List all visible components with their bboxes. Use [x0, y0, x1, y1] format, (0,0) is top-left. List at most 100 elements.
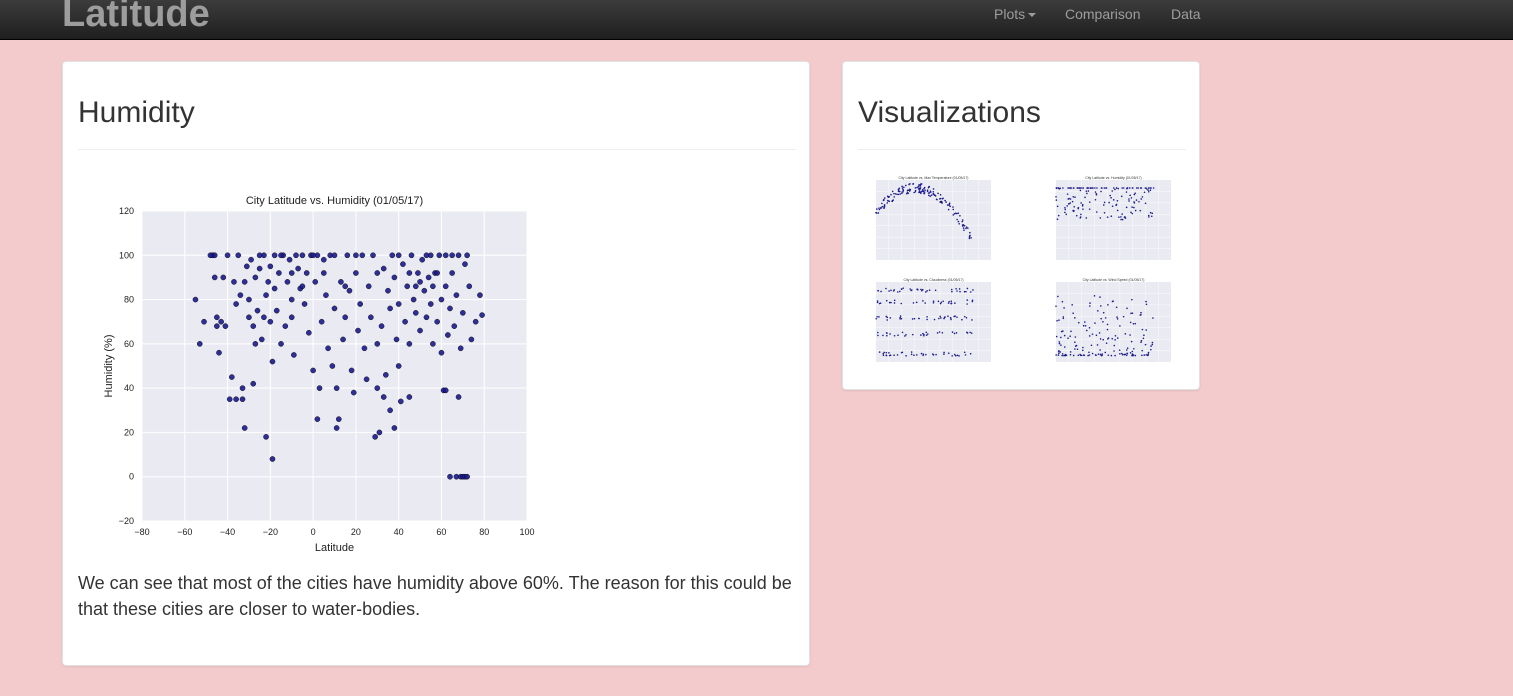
- comparison-link[interactable]: Comparison: [1065, 6, 1141, 22]
- thumbnail-point: [1060, 336, 1062, 339]
- thumbnail-point: [877, 212, 880, 214]
- thumbnail-point: [918, 188, 920, 191]
- scatter-point: [299, 252, 306, 259]
- thumbnail-point: [891, 200, 894, 202]
- thumbnail-point: [885, 354, 888, 357]
- humidity-description: We can see that most of the cities have …: [78, 573, 792, 619]
- scatter-point: [233, 301, 239, 307]
- thumbnail-point: [1102, 320, 1104, 323]
- thumbnail-point: [1133, 206, 1135, 209]
- thumbnail-point: [1074, 341, 1076, 344]
- thumbnail-point: [1119, 353, 1121, 355]
- scatter-point: [415, 270, 421, 276]
- scatter-point: [325, 345, 331, 352]
- thumbnail-point: [1079, 189, 1082, 192]
- thumbnail-point: [1145, 187, 1147, 189]
- thumbnail-point: [896, 193, 898, 196]
- scatter-point: [271, 285, 278, 292]
- thumbnail-point: [932, 190, 935, 193]
- thumbnail-point: [876, 331, 879, 334]
- title-divider: [78, 149, 796, 150]
- x-tick-label: 0: [311, 527, 316, 537]
- thumbnail-point: [878, 351, 881, 353]
- thumbnail-point: [916, 186, 918, 189]
- thumbnail-point: [1130, 312, 1132, 315]
- scatter-point: [447, 473, 453, 480]
- thumbnail-point: [1093, 295, 1096, 297]
- thumbnail-cloudiness[interactable]: City Latitude vs. Cloudiness (01/05/17): [875, 278, 991, 362]
- thumbnail-point: [1113, 344, 1116, 347]
- thumbnail-point: [938, 331, 941, 333]
- thumbnail-point: [969, 234, 971, 237]
- scatter-point: [357, 301, 363, 307]
- scatter-point: [398, 398, 404, 405]
- thumbnail-point: [917, 185, 920, 188]
- thumbnail-point: [888, 301, 891, 304]
- thumbnail-point: [1096, 187, 1098, 189]
- thumbnail-point: [1062, 316, 1065, 318]
- data-link[interactable]: Data: [1171, 6, 1201, 22]
- thumbnail-point: [951, 355, 954, 357]
- thumbnail-point: [889, 317, 892, 319]
- scatter-point: [267, 263, 274, 270]
- scatter-point: [393, 336, 400, 343]
- thumbnail-point: [1116, 316, 1118, 318]
- scatter-point: [464, 252, 470, 259]
- thumbnail-point: [1055, 354, 1057, 356]
- thumbnail-point: [1066, 193, 1069, 195]
- thumbnail-point: [1055, 335, 1058, 338]
- thumbnail-point: [937, 300, 940, 303]
- brand-logo[interactable]: Latitude: [62, 0, 210, 35]
- thumbnail-point: [1059, 351, 1061, 353]
- thumbnail-humidity[interactable]: City Latitude vs. Humidity (01/05/17): [1055, 176, 1171, 260]
- thumbnail-point: [1100, 317, 1102, 320]
- thumbnail-point: [1072, 312, 1074, 315]
- thumbnail-point: [1150, 345, 1152, 347]
- plots-dropdown[interactable]: Plots: [994, 0, 1037, 39]
- thumbnail-point: [900, 351, 903, 354]
- visualizations-title: Visualizations: [858, 96, 1041, 129]
- thumbnail-point: [918, 187, 920, 190]
- scatter-point: [457, 345, 464, 352]
- thumbnail-point: [1125, 191, 1128, 193]
- thumbnail-point: [1115, 203, 1118, 206]
- thumbnail-point: [1106, 328, 1109, 331]
- thumbnail-point: [882, 334, 884, 337]
- x-tick-label: −80: [134, 527, 149, 537]
- thumbnail-point: [897, 189, 900, 191]
- thumbnail-point: [1073, 209, 1075, 212]
- scatter-point: [301, 301, 308, 307]
- thumbnail-point: [1101, 354, 1103, 357]
- scatter-point: [453, 292, 460, 298]
- thumbnail-point: [926, 318, 928, 321]
- thumbnail-point: [1128, 200, 1130, 202]
- thumbnail-point: [1069, 198, 1072, 200]
- thumbnail-point: [1140, 311, 1142, 314]
- thumbnail-point: [900, 317, 903, 320]
- thumbnail-point: [938, 198, 941, 200]
- thumbnail-point: [918, 191, 920, 194]
- thumbnail-point: [1083, 354, 1086, 357]
- scatter-point: [427, 301, 434, 307]
- scatter-point: [466, 283, 473, 290]
- thumbnail-point: [1147, 214, 1150, 217]
- thumbnail-point: [943, 317, 945, 320]
- thumbnail-plot-area: [876, 282, 991, 362]
- scatter-point: [331, 252, 338, 259]
- scatter-point: [321, 270, 327, 276]
- scatter-point: [282, 323, 289, 329]
- scatter-point: [464, 473, 470, 480]
- thumbnail-max-temperature[interactable]: City Latitude vs. Max Temperature (01/05…: [875, 176, 991, 260]
- scatter-point: [412, 283, 419, 290]
- thumbnail-point: [1110, 215, 1113, 217]
- thumbnail-point: [950, 300, 953, 303]
- thumbnail-point: [963, 351, 966, 354]
- scatter-point: [233, 396, 239, 403]
- scatter-point: [442, 283, 449, 290]
- thumbnail-point: [1140, 339, 1143, 342]
- thumbnail-point: [1055, 199, 1058, 201]
- scatter-point: [425, 274, 432, 281]
- scatter-point: [378, 323, 385, 329]
- thumbnail-wind-speed[interactable]: City Latitude vs. Wind Speed (01/05/17): [1055, 278, 1171, 362]
- thumbnail-point: [1102, 311, 1105, 314]
